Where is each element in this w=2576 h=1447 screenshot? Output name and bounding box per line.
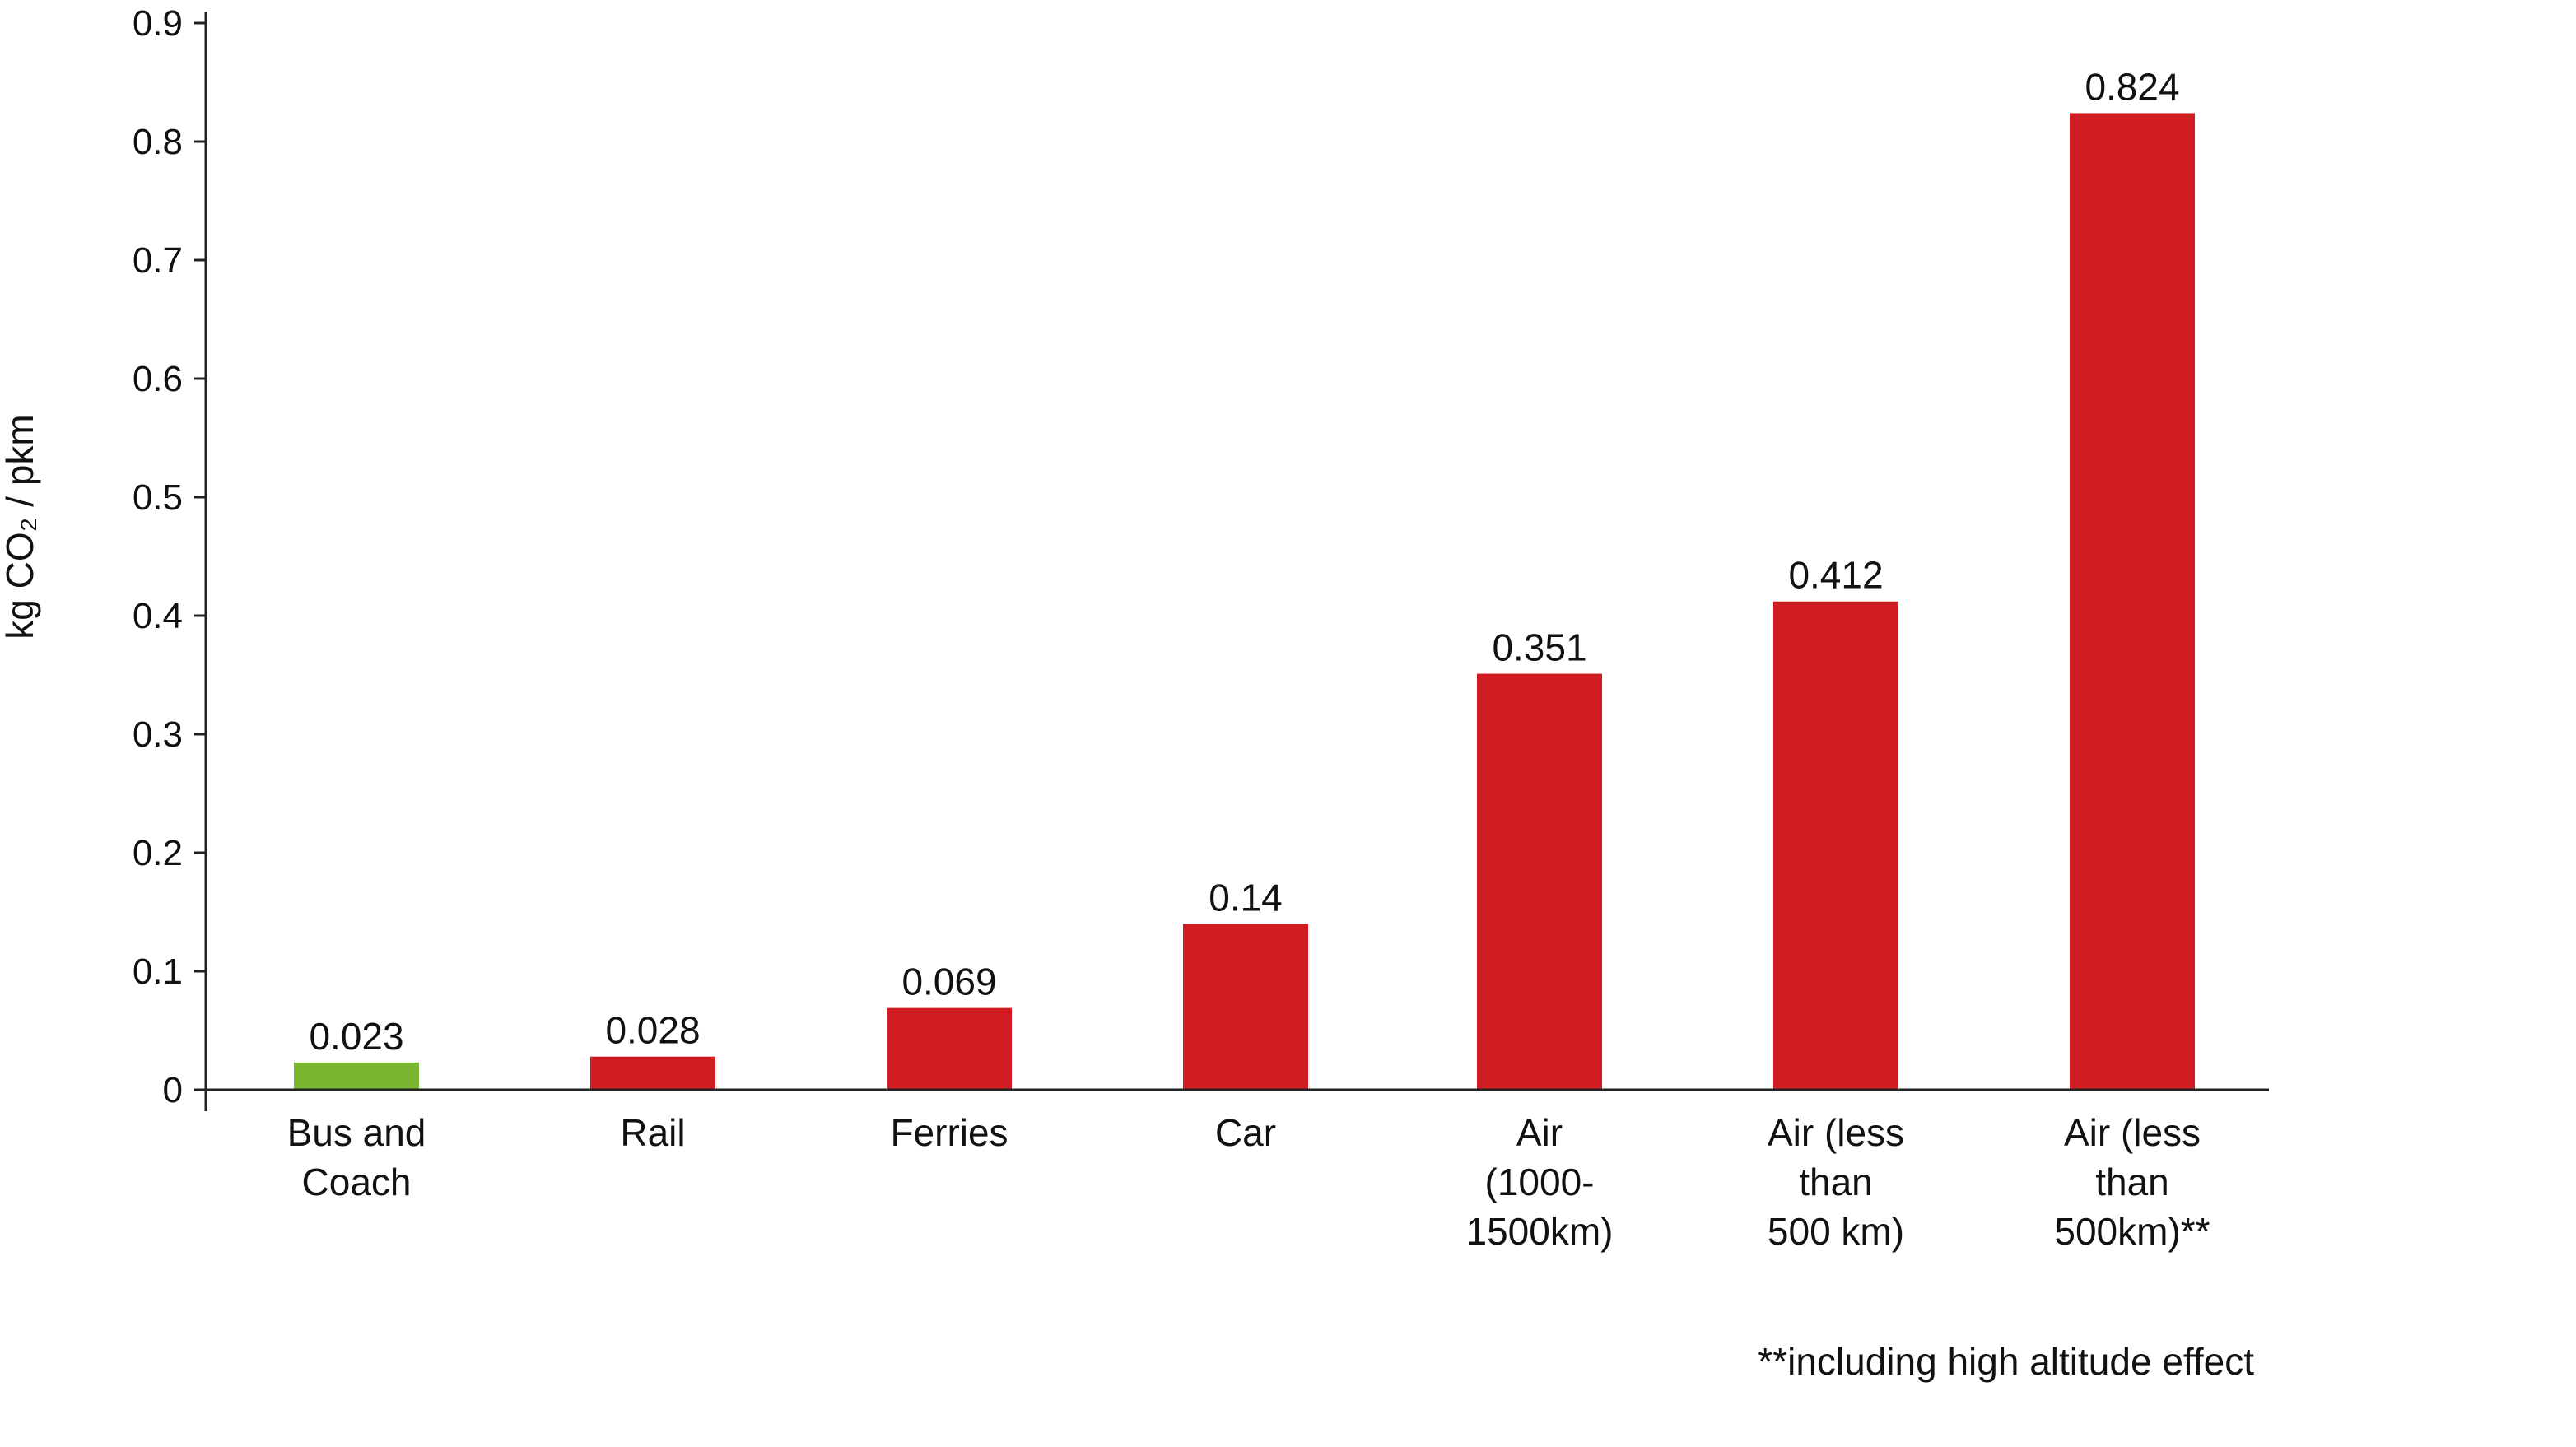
x-category-label-line: 1500km): [1466, 1210, 1614, 1253]
y-axis-title: kg CO₂ / pkm: [0, 414, 41, 639]
bar: [590, 1056, 715, 1090]
x-category-label-line: than: [2095, 1161, 2169, 1203]
y-tick-label: 0.5: [133, 477, 183, 518]
x-category-label: Air (1000- 1500km): [1466, 1111, 1614, 1253]
x-category-label-line: Air: [1516, 1111, 1563, 1154]
y-tick-label: 0.2: [133, 833, 183, 873]
x-category-label-line: 500 km): [1768, 1210, 1904, 1253]
bar-value-label: 0.412: [1788, 554, 1883, 597]
x-category-label-line: Bus and: [287, 1111, 426, 1154]
bars-layer: [294, 113, 2195, 1091]
x-category-label: Air (less than 500km)**: [2054, 1111, 2210, 1253]
x-category-label: Car: [1215, 1111, 1276, 1154]
y-tick-label: 0.6: [133, 359, 183, 399]
bar-value-label: 0.069: [901, 961, 996, 1003]
x-category-label: Bus and Coach: [287, 1111, 426, 1203]
x-category-label-line: than: [1799, 1161, 1873, 1203]
x-labels-layer: Bus and Coach Rail Ferries Car Air (1000- 1500k…: [287, 1111, 2210, 1253]
x-category-label: Ferries: [890, 1111, 1008, 1154]
y-tick-label: 0.1: [133, 951, 183, 992]
x-category-label-line: Rail: [620, 1111, 685, 1154]
y-tick-label: 0.3: [133, 714, 183, 755]
bar-value-label: 0.14: [1209, 876, 1283, 919]
y-tick-label: 0.9: [133, 3, 183, 44]
x-category-label-line: (1000-: [1485, 1161, 1595, 1203]
bar-value-label: 0.351: [1492, 626, 1586, 669]
bar-value-label: 0.023: [309, 1015, 403, 1058]
axes-layer: [194, 12, 2269, 1111]
y-tick-label: 0.4: [133, 596, 183, 636]
x-category-label-line: Air (less: [1768, 1111, 1904, 1154]
x-category-label-line: Car: [1215, 1111, 1276, 1154]
bar: [1477, 673, 1602, 1090]
bar: [887, 1007, 1012, 1090]
bar: [1773, 601, 1898, 1090]
x-category-label-line: Air (less: [2064, 1111, 2201, 1154]
x-category-label-line: Ferries: [890, 1111, 1008, 1154]
x-category-label-line: 500km)**: [2054, 1210, 2210, 1253]
y-tick-label: 0: [163, 1070, 183, 1110]
bar-value-label: 0.824: [2085, 65, 2179, 108]
y-ticks-layer: 0 0.1 0.2 0.3 0.4 0.5 0.6 0.7 0.8 0.9: [133, 3, 206, 1110]
bar: [2070, 113, 2195, 1091]
bar: [1183, 924, 1308, 1090]
x-category-label: Air (less than 500 km): [1768, 1111, 1904, 1253]
x-category-label: Rail: [620, 1111, 685, 1154]
bar: [294, 1062, 419, 1090]
y-tick-label: 0.8: [133, 122, 183, 162]
bar-value-label: 0.028: [605, 1009, 700, 1052]
value-labels-layer: 0.023 0.028 0.069 0.14 0.351 0.412 0.824: [309, 65, 2179, 1057]
x-category-label-line: Coach: [302, 1161, 412, 1203]
y-tick-label: 0.7: [133, 240, 183, 281]
footnote: **including high altitude effect: [1758, 1340, 2254, 1383]
